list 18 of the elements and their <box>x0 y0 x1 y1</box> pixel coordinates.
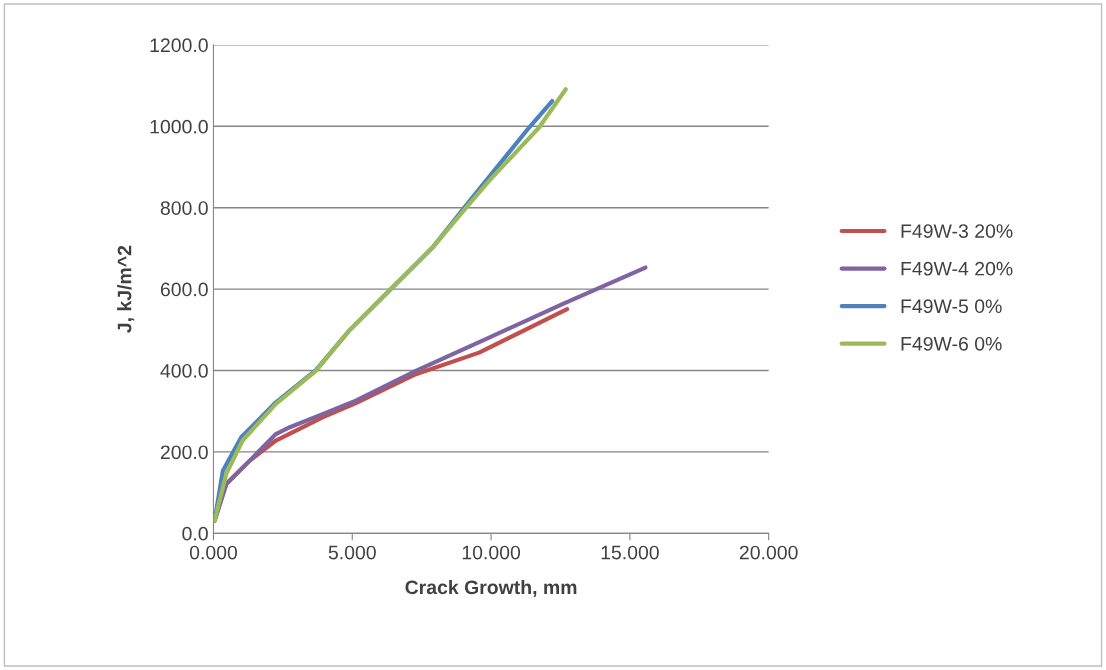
x-tick-label: 15.000 <box>601 545 659 560</box>
x-axis-title: Crack Growth, mm <box>405 579 577 598</box>
x-tick-label: 5.000 <box>328 545 376 560</box>
legend-label: F49W-6 0% <box>901 336 1002 351</box>
y-axis-title: J, kJ/m^2 <box>117 245 135 333</box>
y-tick-label: 800.0 <box>160 201 208 215</box>
y-tick-label: 600.0 <box>160 282 208 297</box>
y-tick-label: 0.0 <box>182 526 208 541</box>
legend-label: F49W-3 20% <box>901 224 1013 238</box>
y-tick-label: 400.0 <box>160 363 208 378</box>
y-tick-label: 1000.0 <box>150 119 208 134</box>
x-tick-label: 10.000 <box>462 545 521 560</box>
y-tick-label: 1200.0 <box>150 38 208 53</box>
x-tick-label: 0.000 <box>189 545 238 560</box>
y-tick-label: 200.0 <box>160 445 208 460</box>
legend-label: F49W-4 20% <box>901 261 1013 276</box>
legend-label: F49W-5 0% <box>901 299 1002 314</box>
x-tick-label: 20.000 <box>739 545 798 560</box>
